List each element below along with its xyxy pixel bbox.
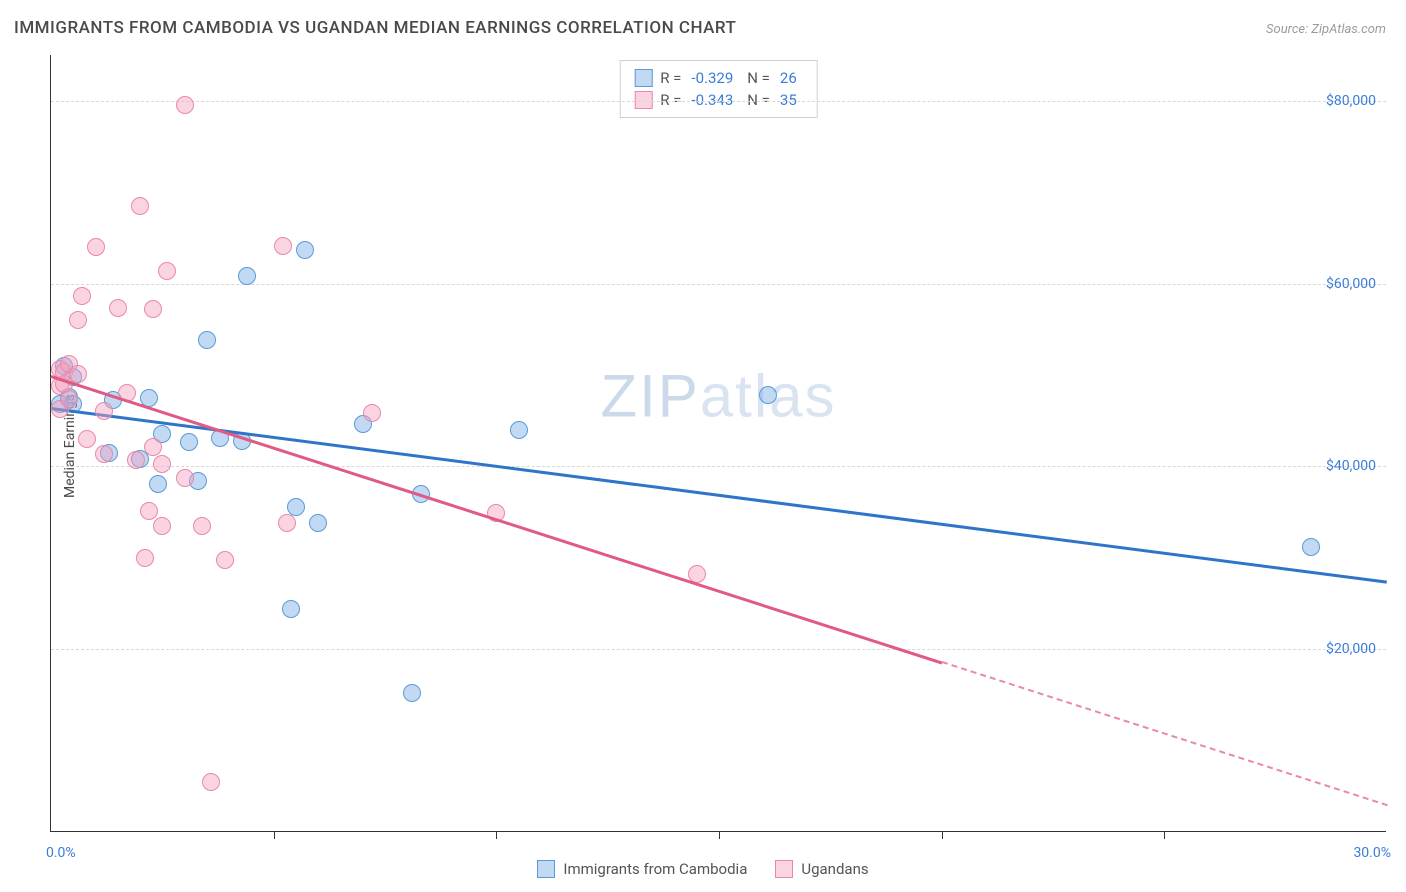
y-tick-label: $60,000 bbox=[1326, 276, 1376, 292]
r-value-cambodia: -0.329 bbox=[691, 69, 733, 87]
legend-label-ugandans: Ugandans bbox=[801, 860, 868, 878]
scatter-point bbox=[1302, 538, 1320, 556]
scatter-point bbox=[149, 475, 167, 493]
scatter-point bbox=[87, 238, 105, 256]
scatter-point bbox=[69, 311, 87, 329]
x-tick-mark bbox=[1164, 831, 1165, 839]
scatter-point bbox=[144, 438, 162, 456]
scatter-point bbox=[176, 96, 194, 114]
trendline bbox=[51, 375, 942, 664]
scatter-point bbox=[180, 433, 198, 451]
scatter-point bbox=[274, 237, 292, 255]
n-label: N = bbox=[747, 69, 770, 87]
gridline bbox=[51, 649, 1386, 650]
scatter-point bbox=[759, 386, 777, 404]
chart-container: IMMIGRANTS FROM CAMBODIA VS UGANDAN MEDI… bbox=[0, 0, 1406, 892]
r-label: R = bbox=[660, 69, 681, 87]
correlation-legend: R = -0.329 N = 26 R = -0.343 N = 35 bbox=[619, 60, 818, 118]
scatter-point bbox=[282, 600, 300, 618]
chart-title: IMMIGRANTS FROM CAMBODIA VS UGANDAN MEDI… bbox=[14, 18, 736, 38]
scatter-point bbox=[193, 517, 211, 535]
y-tick-label: $80,000 bbox=[1326, 93, 1376, 109]
scatter-point bbox=[296, 241, 314, 259]
scatter-point bbox=[510, 421, 528, 439]
x-tick-label: 0.0% bbox=[46, 845, 76, 861]
scatter-point bbox=[198, 331, 216, 349]
gridline bbox=[51, 101, 1386, 102]
scatter-point bbox=[144, 300, 162, 318]
plot-area: ZIPatlas R = -0.329 N = 26 R = -0.343 N … bbox=[50, 55, 1386, 832]
trendline bbox=[51, 407, 1387, 583]
scatter-point bbox=[95, 402, 113, 420]
x-tick-mark bbox=[719, 831, 720, 839]
scatter-point bbox=[136, 549, 154, 567]
scatter-point bbox=[78, 430, 96, 448]
trendline-extrapolated bbox=[941, 661, 1387, 806]
legend-item-ugandans: Ugandans bbox=[775, 860, 868, 878]
scatter-point bbox=[109, 299, 127, 317]
scatter-point bbox=[403, 684, 421, 702]
legend-item-cambodia: Immigrants from Cambodia bbox=[537, 860, 747, 878]
n-value-cambodia: 26 bbox=[780, 69, 797, 87]
scatter-point bbox=[95, 445, 113, 463]
scatter-point bbox=[176, 469, 194, 487]
scatter-point bbox=[60, 390, 78, 408]
scatter-point bbox=[69, 365, 87, 383]
scatter-point bbox=[127, 451, 145, 469]
y-tick-label: $40,000 bbox=[1326, 458, 1376, 474]
scatter-point bbox=[158, 262, 176, 280]
legend-row-cambodia: R = -0.329 N = 26 bbox=[634, 67, 803, 89]
scatter-point bbox=[278, 514, 296, 532]
x-tick-mark bbox=[496, 831, 497, 839]
scatter-point bbox=[238, 267, 256, 285]
scatter-point bbox=[216, 551, 234, 569]
scatter-point bbox=[309, 514, 327, 532]
legend-label-cambodia: Immigrants from Cambodia bbox=[563, 860, 747, 878]
gridline bbox=[51, 466, 1386, 467]
scatter-point bbox=[153, 455, 171, 473]
x-tick-mark bbox=[942, 831, 943, 839]
series-legend: Immigrants from Cambodia Ugandans bbox=[0, 860, 1406, 878]
scatter-point bbox=[131, 197, 149, 215]
watermark: ZIPatlas bbox=[600, 362, 836, 431]
x-tick-label: 30.0% bbox=[1353, 845, 1391, 861]
scatter-point bbox=[140, 502, 158, 520]
scatter-point bbox=[73, 287, 91, 305]
scatter-point bbox=[202, 773, 220, 791]
source-label: Source: ZipAtlas.com bbox=[1266, 22, 1386, 37]
y-tick-label: $20,000 bbox=[1326, 641, 1376, 657]
scatter-point bbox=[287, 498, 305, 516]
scatter-point bbox=[363, 404, 381, 422]
scatter-point bbox=[153, 517, 171, 535]
x-tick-mark bbox=[274, 831, 275, 839]
swatch-cambodia-icon bbox=[634, 69, 652, 87]
swatch-cambodia-icon bbox=[537, 860, 555, 878]
swatch-ugandans-icon bbox=[775, 860, 793, 878]
